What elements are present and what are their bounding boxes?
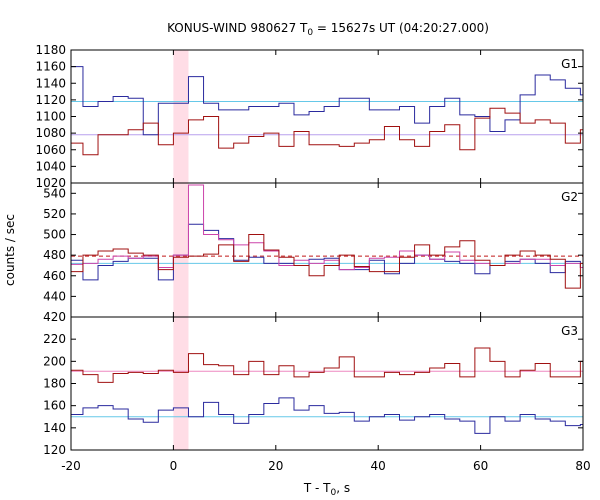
series-red-step-line — [71, 347, 583, 383]
y-tick-label: 220 — [43, 332, 66, 346]
y-tick-label: 1060 — [35, 143, 66, 157]
x-tick-label: 80 — [575, 459, 590, 473]
y-tick-label: 1100 — [35, 110, 66, 124]
y-tick-label: 540 — [43, 186, 66, 200]
y-tick-label: 520 — [43, 207, 66, 221]
y-tick-label: 120 — [43, 443, 66, 457]
y-tick-label: 1160 — [35, 60, 66, 74]
y-tick-label: 1040 — [35, 159, 66, 173]
y-tick-label: 1140 — [35, 76, 66, 90]
y-tick-label: 140 — [43, 421, 66, 435]
y-tick-label: 480 — [43, 248, 66, 262]
y-tick-label: 420 — [43, 310, 66, 324]
panel-g3: 120 140 160 180 200 220 G3 — [43, 316, 584, 457]
trigger-highlight-band — [173, 50, 189, 450]
x-tick-label: 60 — [473, 459, 488, 473]
panel-label: G1 — [561, 57, 578, 71]
x-tick-label: 20 — [268, 459, 283, 473]
y-tick-label: 440 — [43, 289, 66, 303]
panel-g2: 420 440 460 480 500 520 540 G2 — [43, 182, 584, 324]
y-tick-label: 180 — [43, 377, 66, 391]
y-tick-label: 1120 — [35, 93, 66, 107]
panel-label: G2 — [561, 190, 578, 204]
y-tick-label: 1180 — [35, 43, 66, 57]
panel-g1: 1020 1040 1060 1080 1100 1120 1140 1160 1180 G1 — [35, 43, 584, 190]
x-tick-label: 40 — [371, 459, 386, 473]
series-pink_series-step-line — [71, 184, 583, 271]
y-axis-title: counts / sec — [3, 214, 17, 286]
series-red-step-line — [71, 107, 583, 156]
y-tick-label: 1080 — [35, 126, 66, 140]
panel-frame — [70, 182, 584, 318]
y-tick-label: 500 — [43, 228, 66, 242]
panel-frame — [70, 49, 584, 184]
panel-label: G3 — [561, 324, 578, 338]
plot-area: 1020 1040 1060 1080 1100 1120 1140 1160 1180 G1 42… — [35, 43, 590, 473]
x-tick-label: 0 — [170, 459, 178, 473]
chart-title: KONUS-WIND 980627 T0 = 15627s UT (04:20:… — [167, 21, 489, 38]
y-tick-label: 160 — [43, 399, 66, 413]
y-tick-label: 460 — [43, 269, 66, 283]
y-tick-label: 1020 — [35, 176, 66, 190]
x-tick-label: -20 — [61, 459, 81, 473]
series-red-step-line — [71, 234, 583, 289]
panel-frame — [70, 316, 584, 451]
series-blue-step-line — [71, 397, 583, 434]
y-tick-label: 200 — [43, 354, 66, 368]
series-blue-step-line — [71, 223, 583, 281]
x-axis-title: T - T0, s — [303, 481, 350, 498]
series-blue-step-line — [71, 66, 583, 136]
